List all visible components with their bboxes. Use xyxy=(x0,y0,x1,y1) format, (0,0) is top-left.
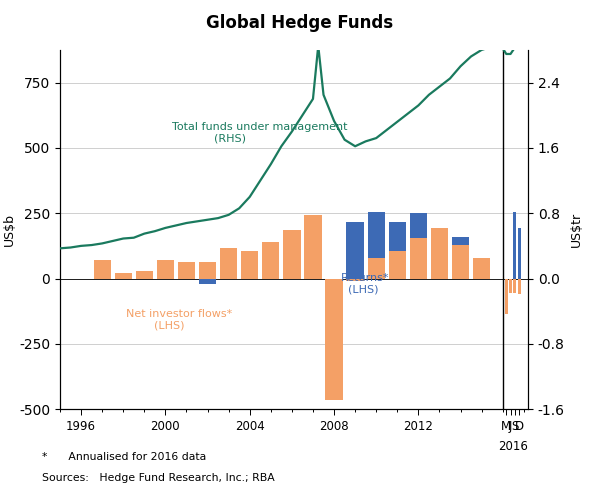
Bar xyxy=(94,273,111,278)
Bar xyxy=(514,278,517,293)
Bar xyxy=(136,273,153,278)
Bar xyxy=(262,242,280,278)
Bar xyxy=(389,223,406,278)
Bar xyxy=(431,243,448,278)
Bar xyxy=(410,213,427,278)
Bar xyxy=(505,278,508,314)
Bar xyxy=(199,278,216,284)
Bar xyxy=(283,242,301,278)
Bar xyxy=(368,212,385,278)
Text: Net investor flows*
        (LHS): Net investor flows* (LHS) xyxy=(125,308,232,330)
Bar xyxy=(346,278,364,281)
Bar xyxy=(389,251,406,278)
Bar xyxy=(115,273,132,278)
Bar xyxy=(241,253,259,278)
Bar xyxy=(283,230,301,278)
Bar xyxy=(325,278,343,400)
Bar xyxy=(505,278,508,289)
Bar xyxy=(509,278,512,286)
Text: Global Hedge Funds: Global Hedge Funds xyxy=(206,14,394,32)
Bar xyxy=(199,261,216,278)
Bar xyxy=(220,249,237,278)
Bar xyxy=(220,274,237,278)
Bar xyxy=(94,260,111,278)
Y-axis label: US$tr: US$tr xyxy=(570,212,583,247)
Bar xyxy=(368,257,385,278)
Bar xyxy=(452,245,469,278)
Bar xyxy=(514,212,517,278)
Bar xyxy=(410,238,427,278)
Bar xyxy=(304,215,322,278)
Bar xyxy=(304,238,322,278)
Text: *      Annualised for 2016 data: * Annualised for 2016 data xyxy=(42,452,206,462)
Bar xyxy=(115,277,132,278)
Bar xyxy=(157,277,174,278)
Text: 2016: 2016 xyxy=(498,440,528,453)
Bar xyxy=(178,261,195,278)
Bar xyxy=(518,228,521,278)
Bar xyxy=(431,228,448,278)
Text: Total funds under management
            (RHS): Total funds under management (RHS) xyxy=(172,122,348,143)
Bar xyxy=(178,277,195,278)
Bar xyxy=(452,237,469,278)
Bar xyxy=(473,257,490,278)
Bar xyxy=(346,223,364,278)
Bar xyxy=(241,251,259,278)
Bar xyxy=(473,264,490,278)
Bar xyxy=(157,260,174,278)
Bar xyxy=(136,270,153,278)
Text: Returns*
  (LHS): Returns* (LHS) xyxy=(341,272,389,294)
Bar xyxy=(325,278,343,352)
Bar xyxy=(509,278,512,293)
Y-axis label: US$b: US$b xyxy=(4,213,16,246)
Bar xyxy=(262,251,280,278)
Text: Sources:   Hedge Fund Research, Inc.; RBA: Sources: Hedge Fund Research, Inc.; RBA xyxy=(42,473,275,483)
Bar xyxy=(518,278,521,294)
